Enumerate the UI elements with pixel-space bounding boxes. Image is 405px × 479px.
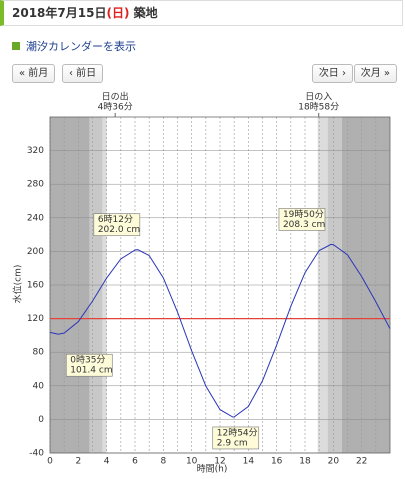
x-tick-label: 14 <box>243 457 255 467</box>
y-tick-label: 160 <box>27 281 44 291</box>
annotation-level: 208.3 cm <box>283 220 325 230</box>
x-axis-label: 時間(h) <box>197 464 228 475</box>
next-month-button[interactable]: 次月 » <box>353 64 397 83</box>
sun-time: 4時36分 <box>98 102 133 113</box>
x-tick-label: 6 <box>132 457 138 467</box>
plot-frame <box>49 116 391 454</box>
x-tick-label: 2 <box>75 457 81 467</box>
y-tick-label: 0 <box>38 415 44 425</box>
x-tick-label: 12 <box>214 457 225 467</box>
y-tick-label: 240 <box>27 213 44 223</box>
annotation-box <box>93 213 141 237</box>
y-tick-label: 120 <box>27 314 44 324</box>
sun-label: 日の出 <box>102 91 129 103</box>
prev-month-button[interactable]: « 前月 <box>12 64 56 83</box>
date: 2018年7月15日 <box>12 6 107 20</box>
chart: 時間(h) 水位(cm) 0 2 4 6 8 10 12 14 16 18 20 22-4004080… <box>12 91 391 475</box>
x-tick-label: 4 <box>104 457 110 467</box>
link-text[interactable]: 潮汐カレンダーを表示 <box>26 40 136 53</box>
y-tick-label: 40 <box>33 381 45 391</box>
y-axis-label: 水位(cm) <box>12 265 24 304</box>
annotation-time: 6時12分 <box>98 214 133 225</box>
annotation-box <box>65 353 113 377</box>
tide-line <box>49 243 391 418</box>
annotation-time: 12時54分 <box>217 427 258 438</box>
y-tick-label: 280 <box>27 180 44 190</box>
place: 築地 <box>133 6 158 20</box>
prev-day-button[interactable]: ‹ 前日 <box>62 64 104 83</box>
x-tick-label: 10 <box>186 457 198 467</box>
y-tick-label: 200 <box>27 247 44 257</box>
annotation-level: 202.0 cm <box>98 225 140 235</box>
next-day-button[interactable]: 次日 › <box>311 64 353 83</box>
sun-time: 18時58分 <box>298 102 339 113</box>
annotation-level: 2.9 cm <box>217 438 248 448</box>
annotation-time: 19時50分 <box>283 209 324 220</box>
x-tick-label: 16 <box>271 457 283 467</box>
annotation-box <box>278 208 326 231</box>
annotation-box <box>212 426 260 450</box>
header: 2018年7月15日(日) 築地 <box>0 0 403 26</box>
x-tick-label: 22 <box>356 457 367 467</box>
link-icon <box>12 42 20 50</box>
annotation-time: 0時35分 <box>70 355 105 366</box>
sun-label: 日の入 <box>305 92 332 103</box>
x-tick-label: 8 <box>160 457 166 467</box>
y-tick-label: 320 <box>27 146 44 156</box>
x-tick-label: 18 <box>299 457 311 467</box>
x-tick-label: 20 <box>328 457 340 467</box>
y-tick-label: -40 <box>29 449 44 459</box>
x-tick-label: 0 <box>47 457 53 467</box>
y-tick-label: 80 <box>33 348 45 358</box>
weekday: (日) <box>106 6 130 20</box>
annotation-level: 101.4 cm <box>70 366 112 376</box>
calendar-link[interactable]: 潮汐カレンダーを表示 <box>12 38 136 54</box>
